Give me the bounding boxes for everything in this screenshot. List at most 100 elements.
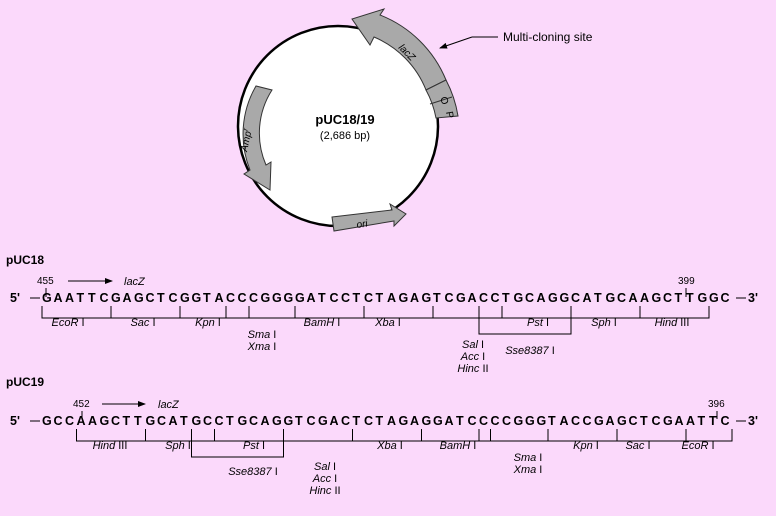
restriction-enzyme-label: Sal I bbox=[462, 339, 484, 351]
nucleotide: T bbox=[295, 414, 303, 428]
nucleotide: C bbox=[341, 414, 350, 428]
nucleotide: G bbox=[180, 291, 190, 305]
nucleotide: T bbox=[456, 414, 464, 428]
op-box: O P bbox=[425, 79, 459, 119]
nucleotide: A bbox=[468, 291, 477, 305]
restriction-site-bracket bbox=[421, 429, 491, 442]
restriction-enzyme-label: Hind III bbox=[93, 440, 128, 452]
nucleotide: G bbox=[272, 414, 282, 428]
plasmid-name: pUC18/19 bbox=[315, 112, 374, 127]
puc19-start-number: 452 bbox=[73, 399, 90, 410]
nucleotide: A bbox=[215, 291, 224, 305]
restriction-enzyme-label: Hinc II bbox=[457, 363, 488, 375]
nucleotide: G bbox=[42, 291, 52, 305]
nucleotide: G bbox=[100, 414, 110, 428]
nucleotide: G bbox=[399, 414, 409, 428]
nucleotide: C bbox=[146, 291, 155, 305]
restriction-enzyme-label: Sma I bbox=[248, 329, 277, 341]
puc18-site-lines bbox=[41, 306, 710, 335]
nucleotide: C bbox=[491, 414, 500, 428]
nucleotide: G bbox=[111, 291, 121, 305]
nucleotide: G bbox=[295, 291, 305, 305]
nucleotide: C bbox=[100, 291, 109, 305]
nucleotide: C bbox=[617, 291, 626, 305]
nucleotide: C bbox=[583, 414, 592, 428]
restriction-enzyme-label: Xma I bbox=[247, 341, 277, 353]
nucleotide: C bbox=[111, 414, 120, 428]
puc18-lacz-label: lacZ bbox=[124, 276, 146, 288]
nucleotide: T bbox=[88, 291, 96, 305]
nucleotide: A bbox=[54, 291, 63, 305]
restriction-site-bracket bbox=[179, 306, 250, 319]
nucleotide: G bbox=[272, 291, 282, 305]
puc18-prime3: 3' bbox=[748, 291, 758, 305]
nucleotide: G bbox=[42, 414, 52, 428]
nucleotide: G bbox=[261, 291, 271, 305]
nucleotide: T bbox=[686, 291, 694, 305]
amp-gene-label: Ampr bbox=[238, 127, 255, 154]
nucleotide: T bbox=[675, 291, 683, 305]
nucleotide: G bbox=[525, 414, 535, 428]
restriction-site-bracket bbox=[191, 429, 284, 458]
nucleotide: C bbox=[203, 414, 212, 428]
nucleotide: G bbox=[548, 291, 558, 305]
nucleotide: T bbox=[709, 414, 717, 428]
nucleotide: C bbox=[249, 414, 258, 428]
nucleotide: A bbox=[629, 291, 638, 305]
mcs-pointer-arrow bbox=[439, 36, 473, 49]
restriction-enzyme-label: Kpn I bbox=[195, 317, 221, 329]
nucleotide: C bbox=[571, 291, 580, 305]
nucleotide: G bbox=[399, 291, 409, 305]
restriction-enzyme-label: Sac I bbox=[625, 440, 650, 452]
nucleotide: A bbox=[387, 291, 396, 305]
nucleotide: C bbox=[54, 414, 63, 428]
restriction-site-bracket bbox=[283, 429, 353, 442]
nucleotide: C bbox=[652, 414, 661, 428]
puc19-site-lines bbox=[76, 429, 733, 458]
nucleotide: G bbox=[617, 414, 627, 428]
nucleotide: C bbox=[65, 414, 74, 428]
restriction-site-bracket bbox=[639, 306, 710, 319]
nucleotide: T bbox=[226, 414, 234, 428]
nucleotide: G bbox=[652, 291, 662, 305]
plasmid-size: (2,686 bp) bbox=[320, 130, 370, 142]
puc18-end-number: 399 bbox=[678, 276, 695, 287]
nucleotide: G bbox=[284, 414, 294, 428]
nucleotide: A bbox=[65, 291, 74, 305]
restriction-site-bracket bbox=[685, 429, 733, 442]
nucleotide: T bbox=[433, 291, 441, 305]
nucleotide: C bbox=[571, 414, 580, 428]
nucleotide: T bbox=[376, 291, 384, 305]
nucleotide: A bbox=[560, 414, 569, 428]
nucleotide: A bbox=[307, 291, 316, 305]
nucleotide: G bbox=[698, 291, 708, 305]
puc19-title: pUC19 bbox=[6, 375, 44, 389]
puc18-start-number: 455 bbox=[37, 276, 54, 287]
nucleotide: C bbox=[307, 414, 316, 428]
nucleotide: G bbox=[663, 414, 673, 428]
puc18-prime5: 5' bbox=[10, 291, 20, 305]
restriction-enzyme-label: Kpn I bbox=[573, 440, 599, 452]
lacz-arrow bbox=[351, 8, 447, 91]
restriction-enzyme-label: Xba I bbox=[374, 317, 401, 329]
nucleotide: A bbox=[410, 414, 419, 428]
restriction-enzyme-label: BamH I bbox=[304, 317, 341, 329]
nucleotide: T bbox=[353, 291, 361, 305]
nucleotide: G bbox=[537, 414, 547, 428]
puc18-title: pUC18 bbox=[6, 253, 44, 267]
nucleotide: T bbox=[640, 414, 648, 428]
nucleotide: T bbox=[318, 291, 326, 305]
nucleotide: T bbox=[594, 291, 602, 305]
nucleotide: T bbox=[180, 414, 188, 428]
nucleotide: C bbox=[502, 414, 511, 428]
nucleotide: A bbox=[330, 414, 339, 428]
nucleotide: A bbox=[387, 414, 396, 428]
nucleotide: A bbox=[686, 414, 695, 428]
restriction-enzyme-label: BamH I bbox=[440, 440, 477, 452]
nucleotide: C bbox=[364, 414, 373, 428]
ori-gene-label: ori bbox=[356, 218, 369, 231]
